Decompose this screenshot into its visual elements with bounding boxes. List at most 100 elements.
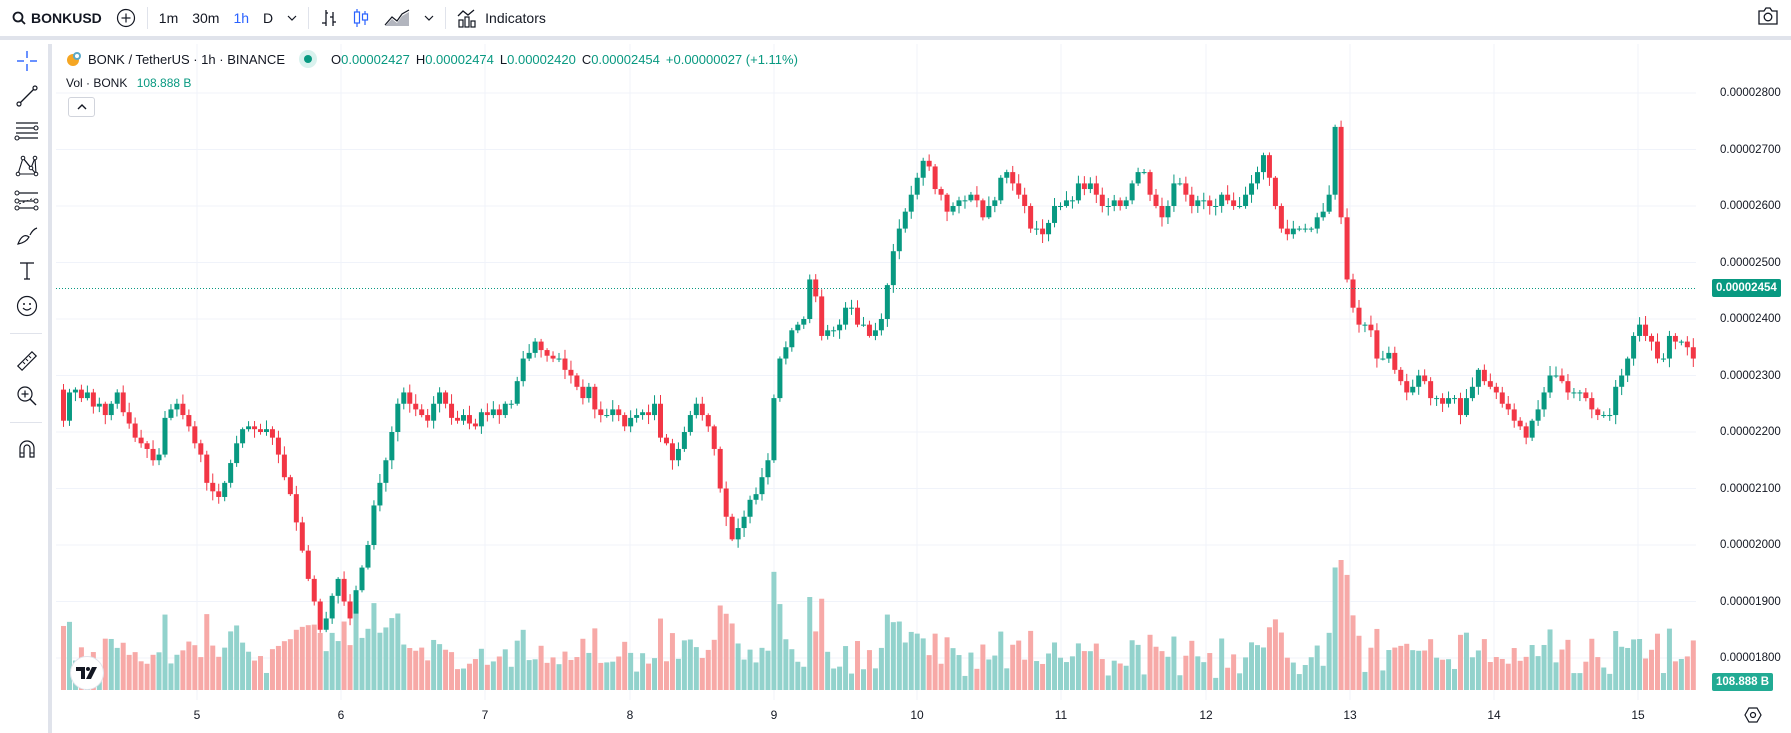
tv-logo-icon bbox=[76, 667, 97, 679]
price-chart[interactable] bbox=[56, 44, 1696, 700]
zoom-in-icon bbox=[17, 386, 37, 406]
last-volume-badge: 108.888 B bbox=[1712, 673, 1774, 691]
bar-style-button[interactable] bbox=[313, 0, 345, 36]
price-label: 0.00002300 bbox=[1720, 370, 1781, 382]
last-price-badge: 0.00002454 bbox=[1712, 279, 1781, 297]
price-label: 0.00002800 bbox=[1720, 87, 1781, 99]
volume-title[interactable]: Vol · BONK bbox=[66, 76, 128, 90]
pattern-tool[interactable] bbox=[12, 151, 42, 181]
date-label: 10 bbox=[910, 708, 924, 722]
toolbar-divider bbox=[308, 7, 310, 29]
timeframe-1m[interactable]: 1m bbox=[158, 10, 179, 26]
text-tool[interactable] bbox=[12, 256, 42, 286]
date-label: 9 bbox=[770, 708, 778, 722]
ruler-icon bbox=[16, 350, 38, 372]
market-status-dot bbox=[299, 50, 317, 68]
chart-type-dropdown[interactable] bbox=[417, 0, 441, 36]
timeframe-d[interactable]: D bbox=[263, 10, 274, 26]
chevron-down-icon bbox=[287, 15, 297, 21]
volume-legend: Vol · BONK 108.888 B bbox=[66, 76, 191, 90]
chevron-up-icon bbox=[77, 104, 86, 110]
brush-tool[interactable] bbox=[12, 221, 42, 251]
indicators-label: Indicators bbox=[485, 10, 546, 26]
price-label: 0.00001900 bbox=[1720, 596, 1781, 608]
symbol-name: BONKUSD bbox=[31, 10, 102, 26]
date-label: 12 bbox=[1199, 708, 1213, 722]
high-label: H bbox=[415, 51, 426, 67]
toolbar-divider bbox=[445, 7, 447, 29]
horizontal-lines-tool[interactable] bbox=[12, 116, 42, 146]
date-label: 5 bbox=[193, 708, 201, 722]
date-label: 14 bbox=[1487, 708, 1501, 722]
plus-circle-icon bbox=[116, 8, 135, 28]
date-label: 6 bbox=[337, 708, 345, 722]
close-label: C bbox=[581, 51, 592, 67]
crosshair-tool[interactable] bbox=[12, 46, 42, 76]
volume-value: 108.888 B bbox=[136, 76, 192, 90]
bars-icon bbox=[322, 10, 337, 26]
measure-tool[interactable] bbox=[12, 346, 42, 376]
low-value: 0.00002420 bbox=[507, 51, 576, 67]
indicators-icon bbox=[457, 9, 476, 28]
text-icon bbox=[20, 262, 34, 280]
drawing-toolbar bbox=[0, 44, 52, 733]
emoji-tool[interactable] bbox=[12, 291, 42, 321]
candles-icon bbox=[354, 9, 369, 27]
fib-retracement-icon bbox=[14, 190, 39, 211]
compare-symbol-button[interactable] bbox=[109, 0, 143, 36]
candles-style-button[interactable] bbox=[345, 0, 377, 36]
series-title[interactable]: BONK / TetherUS · 1h · BINANCE bbox=[88, 51, 285, 67]
open-value: 0.00002427 bbox=[341, 51, 410, 67]
snapshot-button[interactable] bbox=[1757, 6, 1779, 31]
top-toolbar: BONKUSD 1m 30m 1h D Indicators bbox=[0, 0, 1791, 40]
price-label: 0.00002400 bbox=[1720, 313, 1781, 325]
price-label: 0.00001800 bbox=[1720, 652, 1781, 664]
date-label: 8 bbox=[626, 708, 634, 722]
date-label: 15 bbox=[1631, 708, 1645, 722]
smiley-icon bbox=[16, 295, 38, 317]
gear-icon bbox=[1744, 707, 1762, 723]
close-value: 0.00002454 bbox=[591, 51, 660, 67]
tradingview-logo[interactable] bbox=[70, 656, 104, 690]
search-icon bbox=[12, 11, 26, 25]
price-label: 0.00002700 bbox=[1720, 144, 1781, 156]
timeframe-1h[interactable]: 1h bbox=[233, 10, 250, 26]
camera-icon bbox=[1758, 7, 1778, 25]
indicators-button[interactable]: Indicators bbox=[450, 0, 553, 36]
timeframe-30m[interactable]: 30m bbox=[192, 10, 220, 26]
magnet-tool[interactable] bbox=[12, 434, 42, 464]
toolbar-divider bbox=[146, 7, 148, 29]
symbol-search-button[interactable]: BONKUSD bbox=[0, 0, 109, 36]
area-style-button[interactable] bbox=[377, 0, 417, 36]
area-chart-icon bbox=[384, 9, 410, 26]
date-label: 7 bbox=[481, 708, 489, 722]
trend-line-icon bbox=[16, 85, 38, 107]
change-value: +0.00000027 (+1.11%) bbox=[665, 51, 798, 67]
low-label: L bbox=[499, 51, 508, 67]
price-label: 0.00002100 bbox=[1720, 483, 1781, 495]
bonk-coin-icon bbox=[67, 52, 81, 66]
brush-icon bbox=[17, 227, 38, 245]
collapse-legend-button[interactable] bbox=[68, 97, 95, 117]
high-value: 0.00002474 bbox=[425, 51, 494, 67]
series-legend: BONK / TetherUS · 1h · BINANCE O 0.000024… bbox=[66, 50, 798, 68]
chart-settings-button[interactable] bbox=[1744, 706, 1762, 729]
zoom-in-tool[interactable] bbox=[12, 381, 42, 411]
price-label: 0.00002600 bbox=[1720, 200, 1781, 212]
fib-tool[interactable] bbox=[12, 186, 42, 216]
time-axis[interactable]: 5 6 7 8 9 10 11 12 13 14 15 bbox=[56, 700, 1696, 733]
toolbar-divider bbox=[10, 422, 42, 423]
open-label: O bbox=[331, 51, 342, 67]
magnet-icon bbox=[19, 440, 35, 458]
chevron-down-icon bbox=[424, 15, 434, 21]
xabcd-pattern-icon bbox=[15, 155, 39, 177]
price-label: 0.00002500 bbox=[1720, 257, 1781, 269]
parallel-lines-icon bbox=[14, 122, 39, 141]
date-label: 11 bbox=[1054, 708, 1068, 722]
price-label: 0.00002000 bbox=[1720, 539, 1781, 551]
date-label: 13 bbox=[1343, 708, 1357, 722]
trend-line-tool[interactable] bbox=[12, 81, 42, 111]
timeframe-dropdown[interactable] bbox=[280, 0, 304, 36]
price-axis[interactable]: 0.00002800 0.00002700 0.00002600 0.00002… bbox=[1700, 44, 1791, 700]
crosshair-icon bbox=[17, 51, 37, 71]
